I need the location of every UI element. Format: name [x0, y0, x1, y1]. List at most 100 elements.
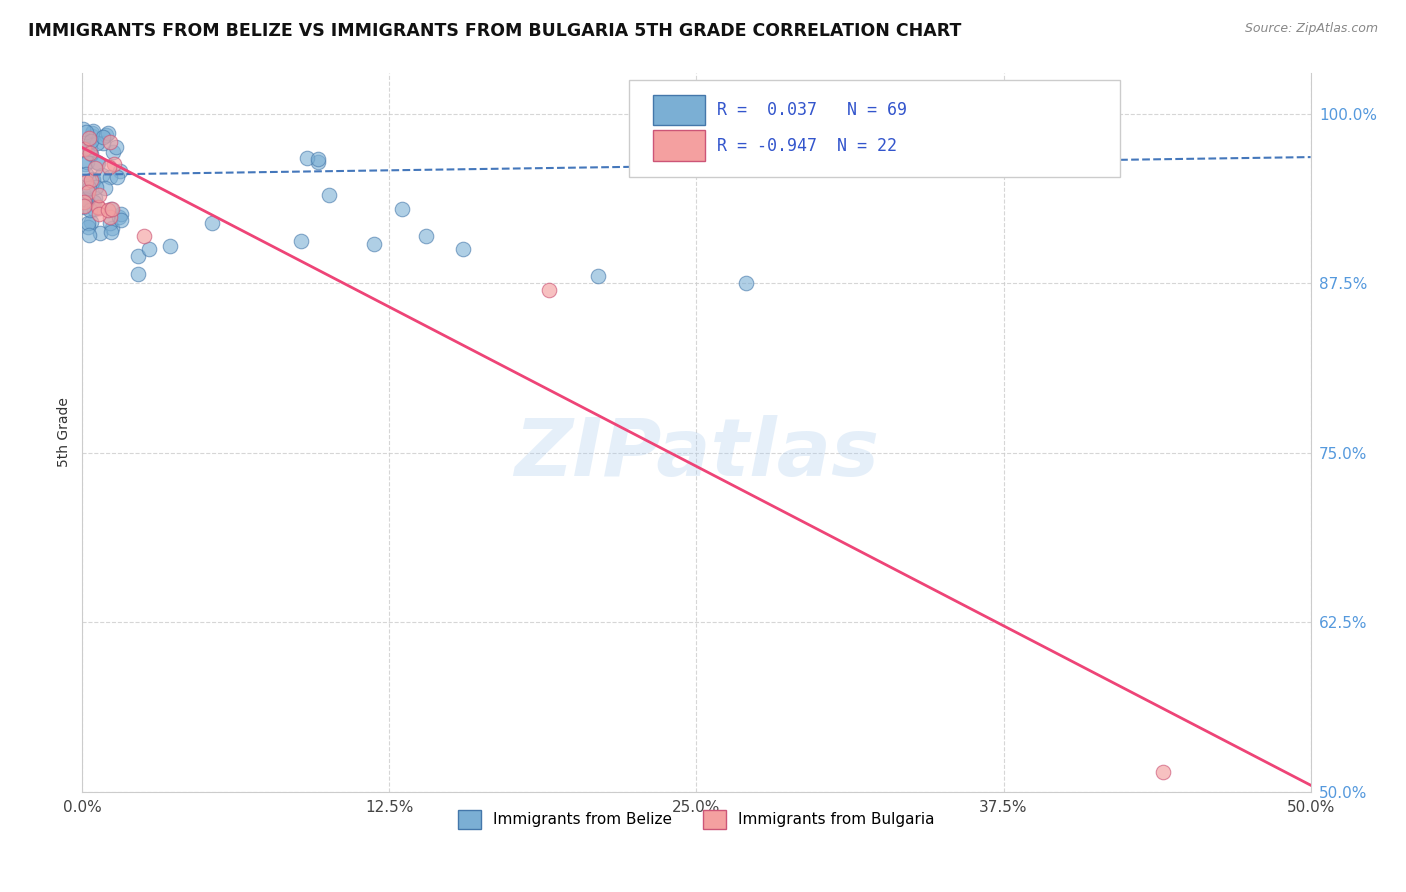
Point [307, 155, 329, 169]
Point [82, 171, 104, 186]
Point [98, 210, 121, 224]
Point [82, 124, 104, 138]
Y-axis label: 5th Grade: 5th Grade [58, 398, 72, 467]
FancyBboxPatch shape [654, 95, 704, 125]
Point [72, 121, 94, 136]
Point [77, 219, 100, 234]
Point [94, 181, 117, 195]
Point [83, 202, 105, 217]
Point [76, 186, 98, 200]
Point [307, 153, 329, 167]
Point [89, 226, 111, 240]
Point [73, 192, 96, 206]
Point [77, 227, 100, 242]
Point [80, 215, 103, 229]
Point [127, 249, 149, 263]
Point [103, 145, 125, 159]
Point [80, 172, 103, 186]
Text: R =  0.037   N = 69: R = 0.037 N = 69 [717, 101, 907, 119]
Point [290, 234, 312, 248]
FancyBboxPatch shape [654, 130, 704, 161]
Point [586, 269, 609, 284]
Point [91, 129, 114, 144]
Point [103, 157, 125, 171]
Point [97, 203, 120, 218]
Point [79, 203, 101, 218]
Point [100, 202, 122, 216]
Point [80, 129, 103, 144]
Point [98, 216, 121, 230]
Point [83, 161, 105, 175]
Point [73, 142, 96, 156]
Point [86, 136, 108, 150]
Point [105, 140, 128, 154]
Point [83, 195, 105, 210]
Point [318, 187, 340, 202]
Point [89, 207, 111, 221]
Point [75, 125, 97, 139]
Point [77, 216, 100, 230]
Point [96, 128, 118, 143]
Point [98, 170, 121, 185]
Point [73, 157, 96, 171]
Point [132, 228, 155, 243]
Point [127, 267, 149, 281]
Point [105, 169, 128, 184]
Point [159, 239, 181, 253]
Text: ZIPatlas: ZIPatlas [515, 415, 879, 493]
Point [75, 175, 97, 189]
Point [86, 155, 108, 169]
Point [86, 179, 108, 194]
Point [100, 202, 122, 217]
Point [82, 174, 104, 188]
Point [73, 199, 96, 213]
Point [77, 180, 100, 194]
Point [201, 216, 224, 230]
Point [91, 169, 114, 183]
Point [538, 283, 561, 297]
Point [76, 141, 98, 155]
Point [79, 142, 101, 156]
Point [84, 191, 107, 205]
Point [79, 146, 101, 161]
FancyBboxPatch shape [628, 80, 1121, 178]
Text: IMMIGRANTS FROM BELIZE VS IMMIGRANTS FROM BULGARIA 5TH GRADE CORRELATION CHART: IMMIGRANTS FROM BELIZE VS IMMIGRANTS FRO… [28, 22, 962, 40]
Point [89, 201, 111, 215]
Point [110, 207, 132, 221]
Point [91, 136, 114, 150]
Point [98, 135, 121, 149]
Point [86, 200, 108, 214]
Point [391, 202, 413, 216]
Point [73, 194, 96, 209]
Point [76, 193, 98, 207]
Point [80, 135, 103, 149]
Point [72, 193, 94, 207]
Point [451, 243, 474, 257]
Point [77, 179, 100, 194]
Point [80, 127, 103, 141]
Point [295, 151, 318, 165]
Point [110, 212, 132, 227]
Text: Source: ZipAtlas.com: Source: ZipAtlas.com [1244, 22, 1378, 36]
Point [415, 228, 437, 243]
Point [76, 191, 98, 205]
Point [1152, 764, 1174, 779]
Point [98, 160, 121, 174]
Point [87, 155, 110, 169]
Point [734, 277, 756, 291]
Point [108, 164, 131, 178]
Point [97, 126, 120, 140]
Point [138, 242, 160, 256]
Point [100, 225, 122, 239]
Legend: Immigrants from Belize, Immigrants from Bulgaria: Immigrants from Belize, Immigrants from … [453, 804, 941, 835]
Point [89, 188, 111, 202]
Point [73, 200, 96, 214]
Point [101, 221, 124, 235]
Point [75, 136, 97, 150]
Point [75, 167, 97, 181]
Point [363, 237, 385, 252]
Point [80, 146, 103, 161]
Point [77, 130, 100, 145]
Text: R = -0.947  N = 22: R = -0.947 N = 22 [717, 136, 897, 154]
Point [107, 210, 129, 224]
